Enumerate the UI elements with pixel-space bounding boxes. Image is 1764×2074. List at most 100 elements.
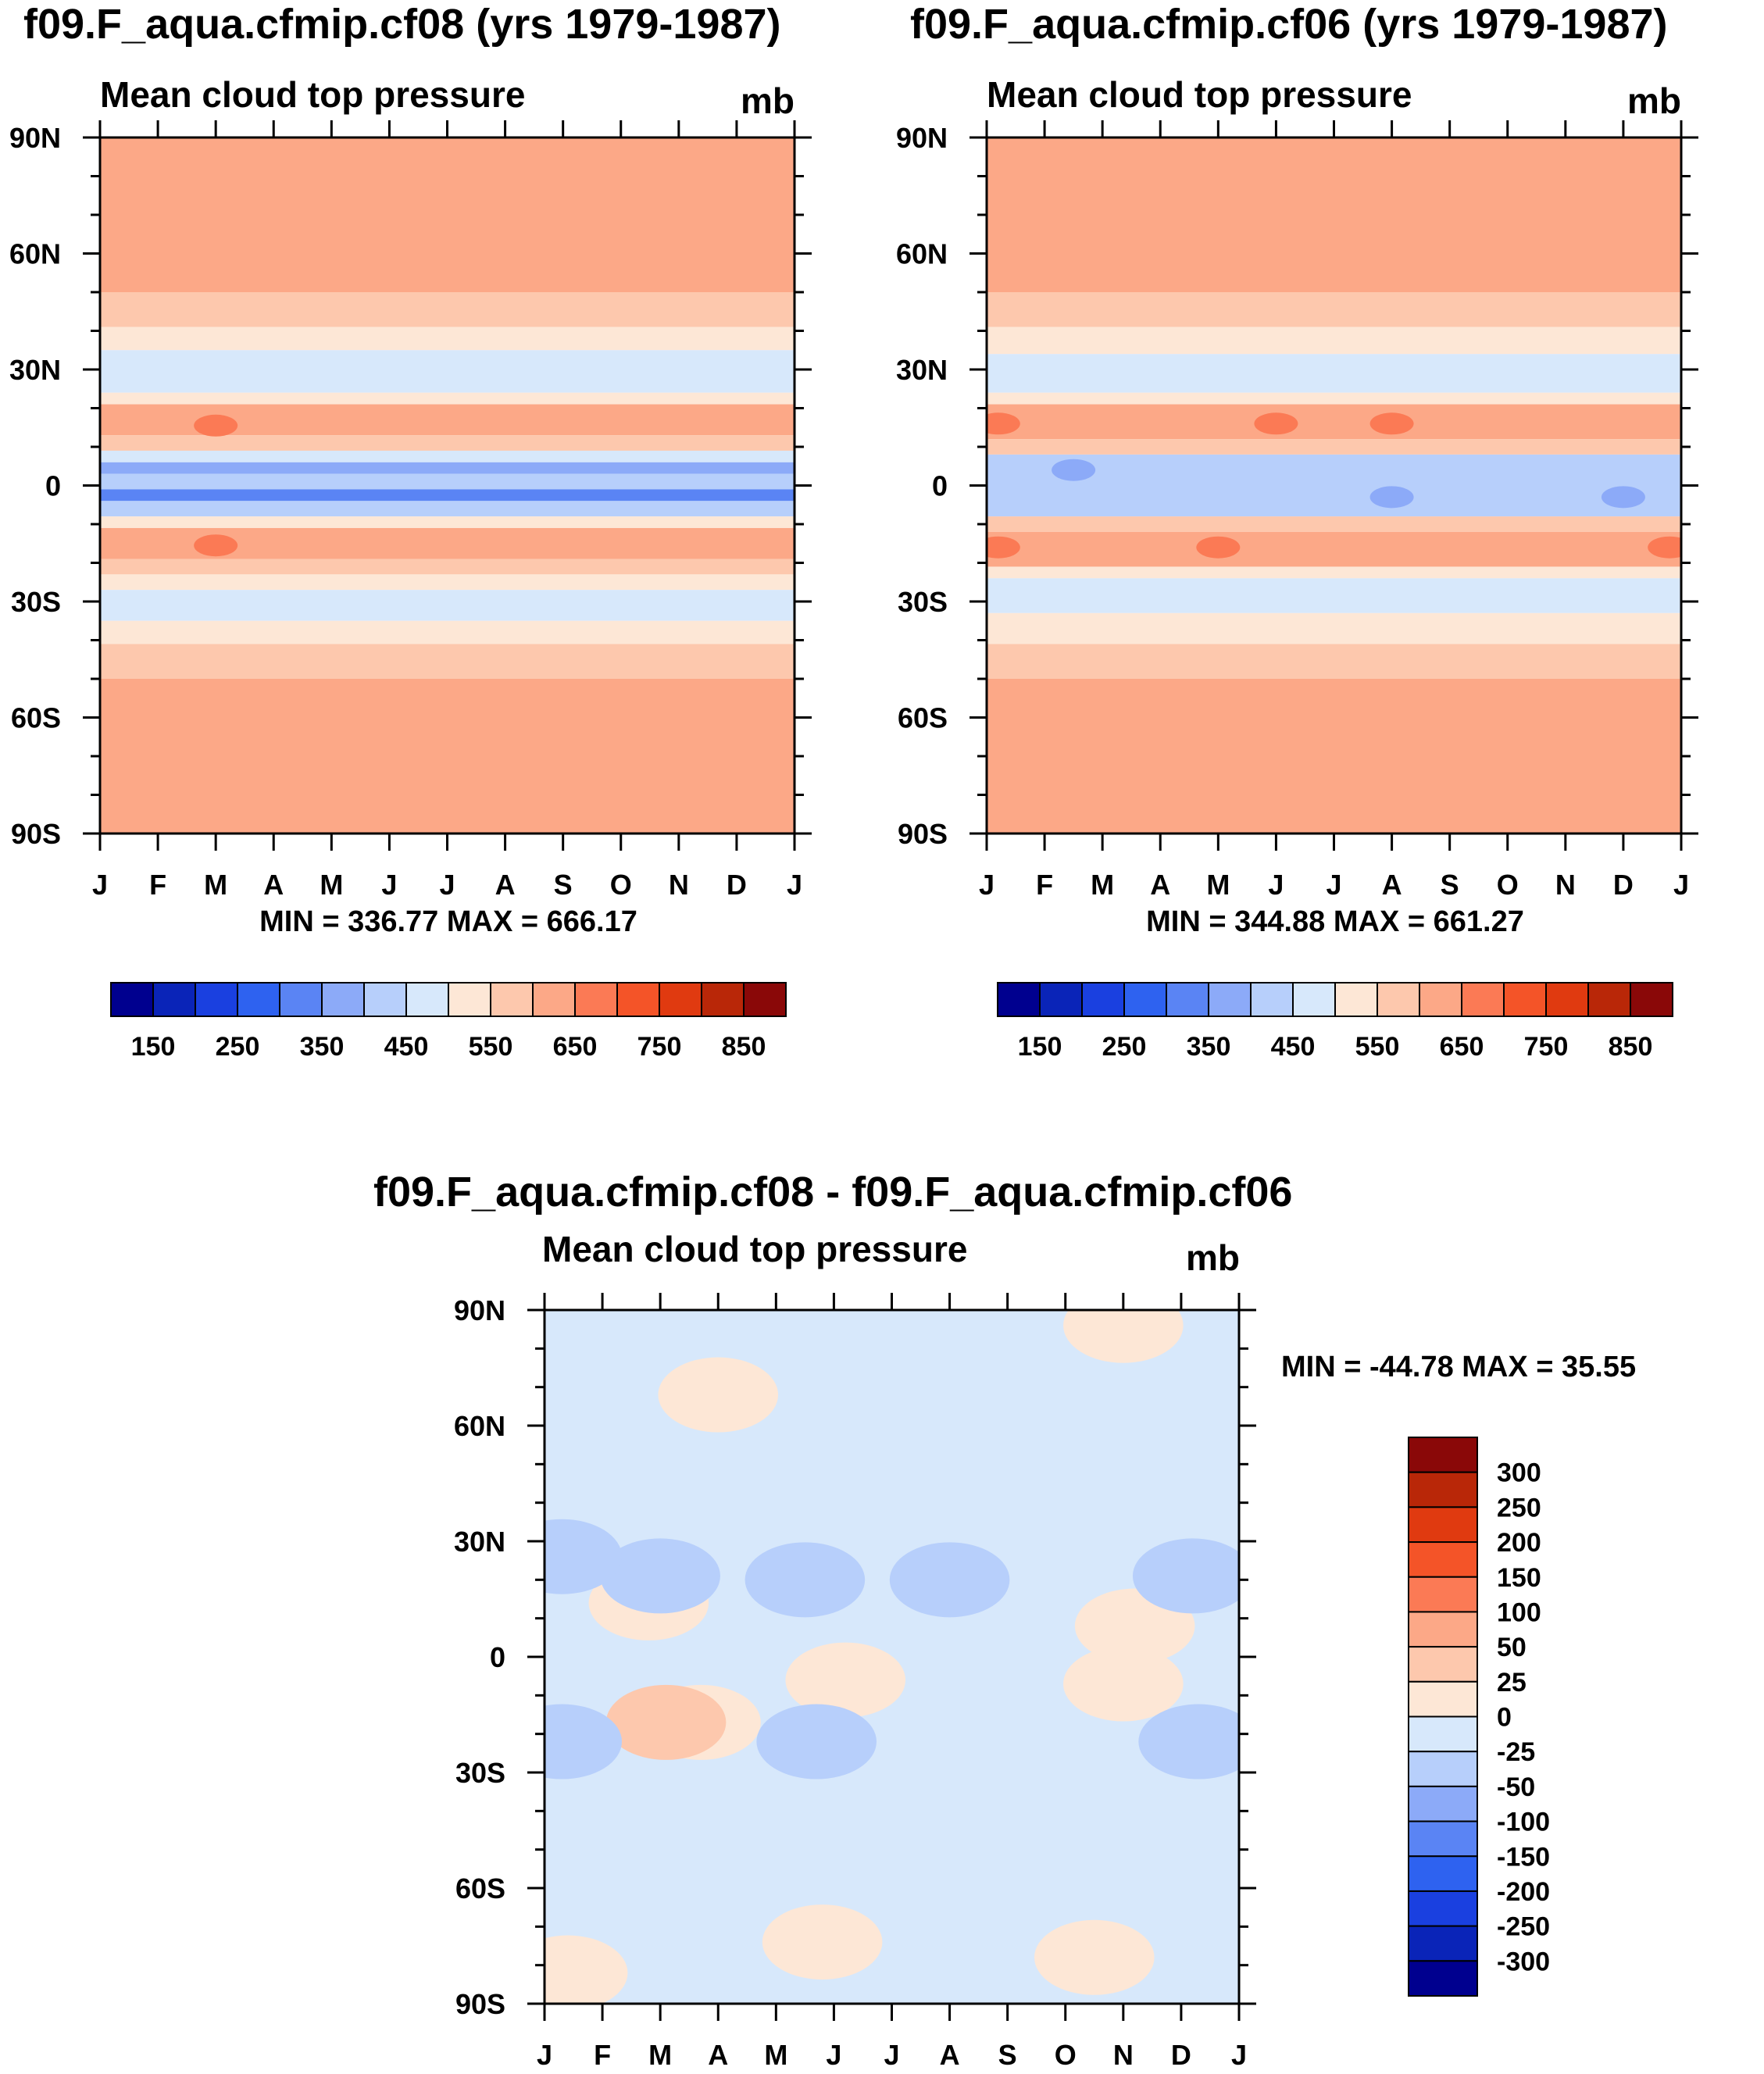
colorbar-swatch xyxy=(1408,1890,1478,1927)
colorbar-swatch xyxy=(1292,982,1336,1017)
x-tick-label: D xyxy=(1171,2039,1191,2071)
contour-blob xyxy=(1132,1538,1239,1614)
contour-band xyxy=(987,566,1681,579)
panel-diff: Mean cloud top pressure mb 90N 60N 30N 0 30S… xyxy=(454,1234,1636,2071)
contour-band xyxy=(987,439,1681,455)
colorbar-swatch xyxy=(1123,982,1167,1017)
plot-area: 90N 60N 30N 0 30S 60S 90S J F M A M J J A S O N D J xyxy=(9,120,812,901)
x-tick-label: A xyxy=(1150,869,1170,901)
colorbar-swatch xyxy=(237,982,280,1017)
contour-blob xyxy=(745,1542,866,1618)
x-tick-label: F xyxy=(1036,869,1053,901)
colorbar-swatch xyxy=(1408,1576,1478,1613)
colorbar-swatch xyxy=(1039,982,1083,1017)
y-tick-label: 30S xyxy=(455,1757,505,1789)
panel-cf08: Mean cloud top pressure mb 90N 60N 30N 0 30S… xyxy=(9,74,812,1062)
colorbar-label: -25 xyxy=(1497,1737,1535,1767)
contour-band xyxy=(100,516,795,528)
colorbar-swatch xyxy=(1408,1785,1478,1822)
colorbar-swatch xyxy=(1081,982,1125,1017)
x-tick-label: O xyxy=(610,869,632,901)
panel-diff-stats: MIN = -44.78 MAX = 35.55 xyxy=(1281,1351,1636,1383)
y-tick-label: 0 xyxy=(932,470,948,502)
contour-blob xyxy=(1648,536,1681,559)
y-tick-label: 90S xyxy=(11,818,61,850)
contour-band xyxy=(100,574,795,591)
contour-blob xyxy=(1034,1919,1155,1995)
contour-blob xyxy=(762,1904,883,1980)
contour-band xyxy=(987,137,1681,292)
colorbar-label: 350 xyxy=(300,1032,345,1062)
colorbar-swatch xyxy=(1408,1680,1478,1718)
x-tick-label: J xyxy=(381,869,397,901)
colorbar-label: 750 xyxy=(1524,1032,1569,1062)
colorbar-swatch xyxy=(1334,982,1378,1017)
colorbar-label: 200 xyxy=(1497,1528,1541,1558)
colorbar-label: 450 xyxy=(384,1032,429,1062)
colorbar-label: 0 xyxy=(1497,1703,1512,1733)
contour-band xyxy=(100,450,795,462)
panel-diff-subtitle: Mean cloud top pressure xyxy=(542,1234,967,1269)
contour-band xyxy=(987,578,1681,613)
x-tick-label: D xyxy=(1613,869,1634,901)
panel-cf06-title: f09.F_aqua.cfmip.cf06 (yrs 1979-1987) xyxy=(910,1,1668,48)
colorbar-label: 250 xyxy=(216,1032,260,1062)
colorbar-swatch xyxy=(997,982,1041,1017)
contour-band xyxy=(987,327,1681,355)
x-tick-label: J xyxy=(439,869,455,901)
y-tick-label: 30N xyxy=(896,354,948,386)
colorbar-swatch xyxy=(1408,1820,1478,1858)
x-tick-label: J xyxy=(1326,869,1341,901)
x-tick-label: A xyxy=(495,869,516,901)
contour-blob xyxy=(545,1935,628,2004)
colorbar-swatch xyxy=(490,982,534,1017)
colorbar-label: 25 xyxy=(1497,1668,1527,1697)
x-tick-label: O xyxy=(1497,869,1519,901)
contour-band xyxy=(100,679,795,834)
x-tick-label: J xyxy=(1673,869,1689,901)
contour-band xyxy=(100,350,795,393)
contour-band xyxy=(100,644,795,679)
x-tick-label: J xyxy=(787,869,802,901)
colorbar-label: 150 xyxy=(131,1032,176,1062)
contour-blob xyxy=(756,1704,877,1779)
y-tick-label: 30S xyxy=(11,586,61,618)
colorbar-swatch xyxy=(405,982,449,1017)
y-tick-label: 90N xyxy=(454,1294,505,1326)
contour-blob xyxy=(889,1542,1010,1618)
contour-band xyxy=(100,435,795,451)
colorbar-swatch xyxy=(1250,982,1294,1017)
colorbar-swatch xyxy=(1408,1611,1478,1648)
panel-cf08-subtitle: Mean cloud top pressure xyxy=(100,74,525,115)
panel-cf06-units: mb xyxy=(1627,80,1681,121)
colorbar-swatch xyxy=(1630,982,1673,1017)
contour-blob xyxy=(658,1357,779,1433)
contour-blob xyxy=(1138,1704,1239,1779)
colorbar-swatch xyxy=(1377,982,1420,1017)
colorbar-label: 300 xyxy=(1497,1458,1541,1488)
colorbar-swatch xyxy=(574,982,618,1017)
colorbar-swatch xyxy=(448,982,491,1017)
panel-cf08-units: mb xyxy=(741,80,795,121)
colorbar-label: -50 xyxy=(1497,1772,1535,1802)
contour-blob xyxy=(1369,412,1414,435)
x-tick-label: S xyxy=(1441,869,1459,901)
colorbar-label: 250 xyxy=(1102,1032,1147,1062)
panel-diff-title: f09.F_aqua.cfmip.cf08 - f09.F_aqua.cfmip… xyxy=(373,1169,1293,1215)
x-tick-label: F xyxy=(594,2039,611,2071)
contour-band xyxy=(100,137,795,292)
x-tick-label: A xyxy=(940,2039,960,2071)
x-tick-label: J xyxy=(979,869,994,901)
contour-blob xyxy=(545,1519,623,1594)
contour-band xyxy=(987,644,1681,679)
y-tick-label: 30N xyxy=(9,354,61,386)
colorbar-swatch xyxy=(532,982,576,1017)
x-tick-label: A xyxy=(708,2039,728,2071)
colorbar-label: 350 xyxy=(1187,1032,1231,1062)
contour-band xyxy=(100,473,795,490)
y-tick-label: 90N xyxy=(9,122,61,154)
x-tick-label: F xyxy=(149,869,166,901)
x-tick-label: M xyxy=(204,869,227,901)
colorbar-label: 650 xyxy=(1440,1032,1484,1062)
colorbar-swatch xyxy=(616,982,660,1017)
